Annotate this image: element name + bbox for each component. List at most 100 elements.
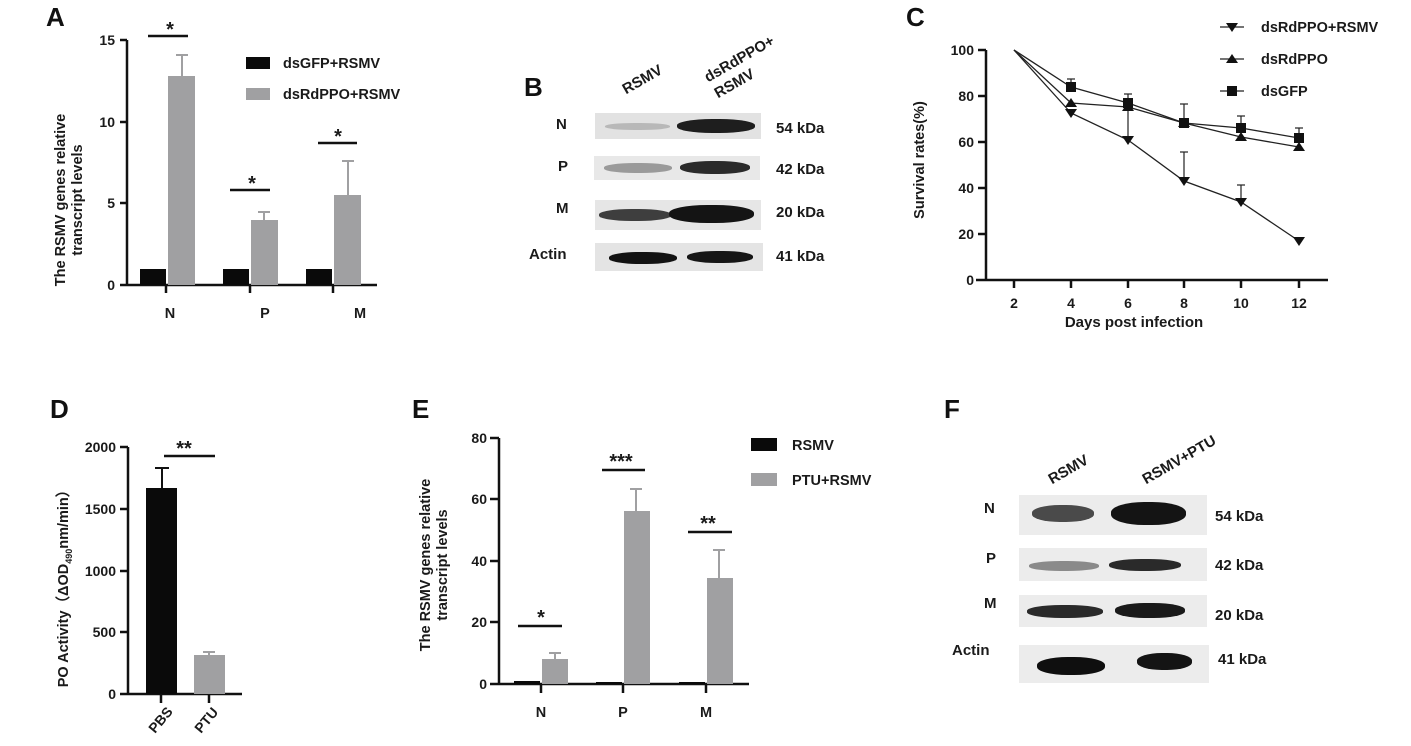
panel-a-legend-dsrdppo: dsRdPPO+RSMV <box>283 87 401 103</box>
panel-b-strip-p <box>594 156 760 180</box>
panel-f-size-n: 54 kDa <box>1215 508 1264 525</box>
panel-e-ytick: 20 <box>471 614 487 630</box>
panel-e-ytick: 60 <box>471 491 487 507</box>
panel-b-size-n: 54 kDa <box>776 120 825 137</box>
panel-b-size-m: 20 kDa <box>776 204 825 221</box>
panel-label-f: F <box>944 394 960 424</box>
panel-c-legend-dsrdppo-rsmv: dsRdPPO+RSMV <box>1261 20 1379 36</box>
panel-f-row-n: N <box>984 500 995 517</box>
panel-a-significance-n: * <box>166 19 174 41</box>
panel-f-strip-m <box>1019 595 1207 627</box>
panel-d-ytick: 2000 <box>85 439 116 455</box>
panel-c-xtick: 6 <box>1124 295 1132 311</box>
panel-c-ytick: 0 <box>966 272 974 288</box>
panel-label-a: A <box>46 2 65 32</box>
panel-f-strip-actin <box>1019 645 1209 683</box>
svg-text:PO Activity（ΔOD490nm/min）: PO Activity（ΔOD490nm/min） <box>54 483 74 688</box>
panel-d-ytick: 1500 <box>85 501 116 517</box>
panel-e-ytick: 0 <box>479 676 487 692</box>
panel-d-ytick: 500 <box>93 624 117 640</box>
panel-f-size-m: 20 kDa <box>1215 607 1264 624</box>
panel-c-xtick: 8 <box>1180 295 1188 311</box>
panel-a-bar-chart: The RSMV genes relative transcript level… <box>53 19 401 322</box>
panel-c-ytick: 100 <box>951 42 975 58</box>
panel-e-xtick-n: N <box>536 705 546 721</box>
panel-c-legend-dsgfp: dsGFP <box>1261 84 1308 100</box>
panel-e-xtick-p: P <box>618 705 628 721</box>
panel-a-xtick-p: P <box>260 306 270 322</box>
panel-c-xtick: 12 <box>1291 295 1307 311</box>
panel-b-strip-actin <box>595 243 763 271</box>
panel-e-significance-m: ** <box>700 513 716 535</box>
panel-f-row-actin: Actin <box>952 642 990 659</box>
panel-e-significance-p: *** <box>609 451 633 473</box>
panel-a-legend-dsgfp: dsGFP+RSMV <box>283 56 380 72</box>
panel-e-ytick: 80 <box>471 430 487 446</box>
triangle-up-marker-icon <box>1226 54 1238 63</box>
panel-b-row-p: P <box>558 158 569 175</box>
panel-e-significance-n: * <box>537 607 545 629</box>
panel-b-strip-n <box>595 113 761 139</box>
panel-d-bar-chart: PO Activity（ΔOD490nm/min） 2000 1500 1000… <box>54 438 242 736</box>
panel-d-ylabel-main: PO Activity（ΔOD <box>54 564 72 688</box>
panel-c-ytick: 60 <box>958 134 974 150</box>
triangle-down-marker-icon <box>1226 23 1238 32</box>
panel-a-significance-p: * <box>248 173 256 195</box>
panel-f-lane-rsmv-ptu: RSMV+PTU <box>1139 432 1220 488</box>
panel-c-line-chart: Survival rates(%) 100 80 60 40 20 0 2 4 … <box>912 20 1379 331</box>
panel-c-ytick: 40 <box>958 180 974 196</box>
panel-b-size-actin: 41 kDa <box>776 248 825 265</box>
panel-e-bar-chart: The RSMV genes relative transcript level… <box>418 430 872 721</box>
panel-a-ytick: 5 <box>107 195 115 211</box>
panel-d-ylabel-sub: 490 <box>64 549 74 564</box>
panel-c-ylabel: Survival rates(%) <box>912 101 928 219</box>
panel-f-size-p: 42 kDa <box>1215 557 1264 574</box>
panel-b-size-p: 42 kDa <box>776 161 825 178</box>
panel-f-row-m: M <box>984 595 997 612</box>
square-marker-icon <box>1227 86 1237 96</box>
panel-c-ytick: 80 <box>958 88 974 104</box>
panel-a-ytick: 10 <box>99 114 115 130</box>
panel-b-western-blot: B RSMV dsRdPPO+ RSMV N P M Actin 54 kDa … <box>520 20 880 290</box>
panel-c-legend-dsrdppo: dsRdPPO <box>1261 52 1328 68</box>
panel-a-ylabel-line2: transcript levels <box>70 144 86 255</box>
panel-b-row-n: N <box>556 116 567 133</box>
panel-c-xlabel: Days post infection <box>1065 314 1203 331</box>
panel-f-lane-rsmv: RSMV <box>1045 451 1092 488</box>
panel-b-row-actin: Actin <box>529 246 567 263</box>
panel-d-xtick-pbs: PBS <box>145 704 176 736</box>
panel-a-ylabel-line1: The RSMV genes relative <box>53 114 69 286</box>
panel-d-significance: ** <box>176 438 192 460</box>
panel-c-xtick: 10 <box>1233 295 1249 311</box>
panel-label-c: C <box>906 2 925 32</box>
panel-e-ylabel-line2: transcript levels <box>435 509 451 620</box>
panel-a-ytick: 15 <box>99 32 115 48</box>
panel-f-row-p: P <box>986 550 997 567</box>
panel-d-xtick-ptu: PTU <box>191 704 221 736</box>
panel-e-ytick: 40 <box>471 553 487 569</box>
panel-d-ylabel-end: nm/min） <box>54 483 72 549</box>
panel-e-xtick-m: M <box>700 705 712 721</box>
panel-d-ytick: 0 <box>108 686 116 702</box>
panel-d-ytick: 1000 <box>85 563 116 579</box>
panel-f-strip-n <box>1019 495 1207 535</box>
panel-a-ytick: 0 <box>107 277 115 293</box>
panel-c-xtick: 4 <box>1067 295 1075 311</box>
panel-label-d: D <box>50 394 69 424</box>
panel-c-xtick: 2 <box>1010 295 1018 311</box>
panel-c-ytick: 20 <box>958 226 974 242</box>
panel-a-xtick-m: M <box>354 306 366 322</box>
panel-b-strip-m <box>595 200 761 230</box>
panel-e-legend-rsmv: RSMV <box>792 438 834 454</box>
panel-e-ylabel-line1: The RSMV genes relative <box>418 479 434 651</box>
panel-a-significance-m: * <box>334 126 342 148</box>
panel-b-lane-rsmv: RSMV <box>619 61 666 98</box>
panel-e-legend-ptu-rsmv: PTU+RSMV <box>792 473 872 489</box>
panel-f-strip-p <box>1019 548 1207 581</box>
panel-a-xtick-n: N <box>165 306 175 322</box>
panel-f-size-actin: 41 kDa <box>1218 651 1267 668</box>
panel-label-e: E <box>412 394 430 424</box>
panel-label-b: B <box>524 72 543 102</box>
panel-b-row-m: M <box>556 200 569 217</box>
panel-f-western-blot: F RSMV RSMV+PTU N P M Actin 54 kDa 42 kD… <box>930 390 1310 700</box>
